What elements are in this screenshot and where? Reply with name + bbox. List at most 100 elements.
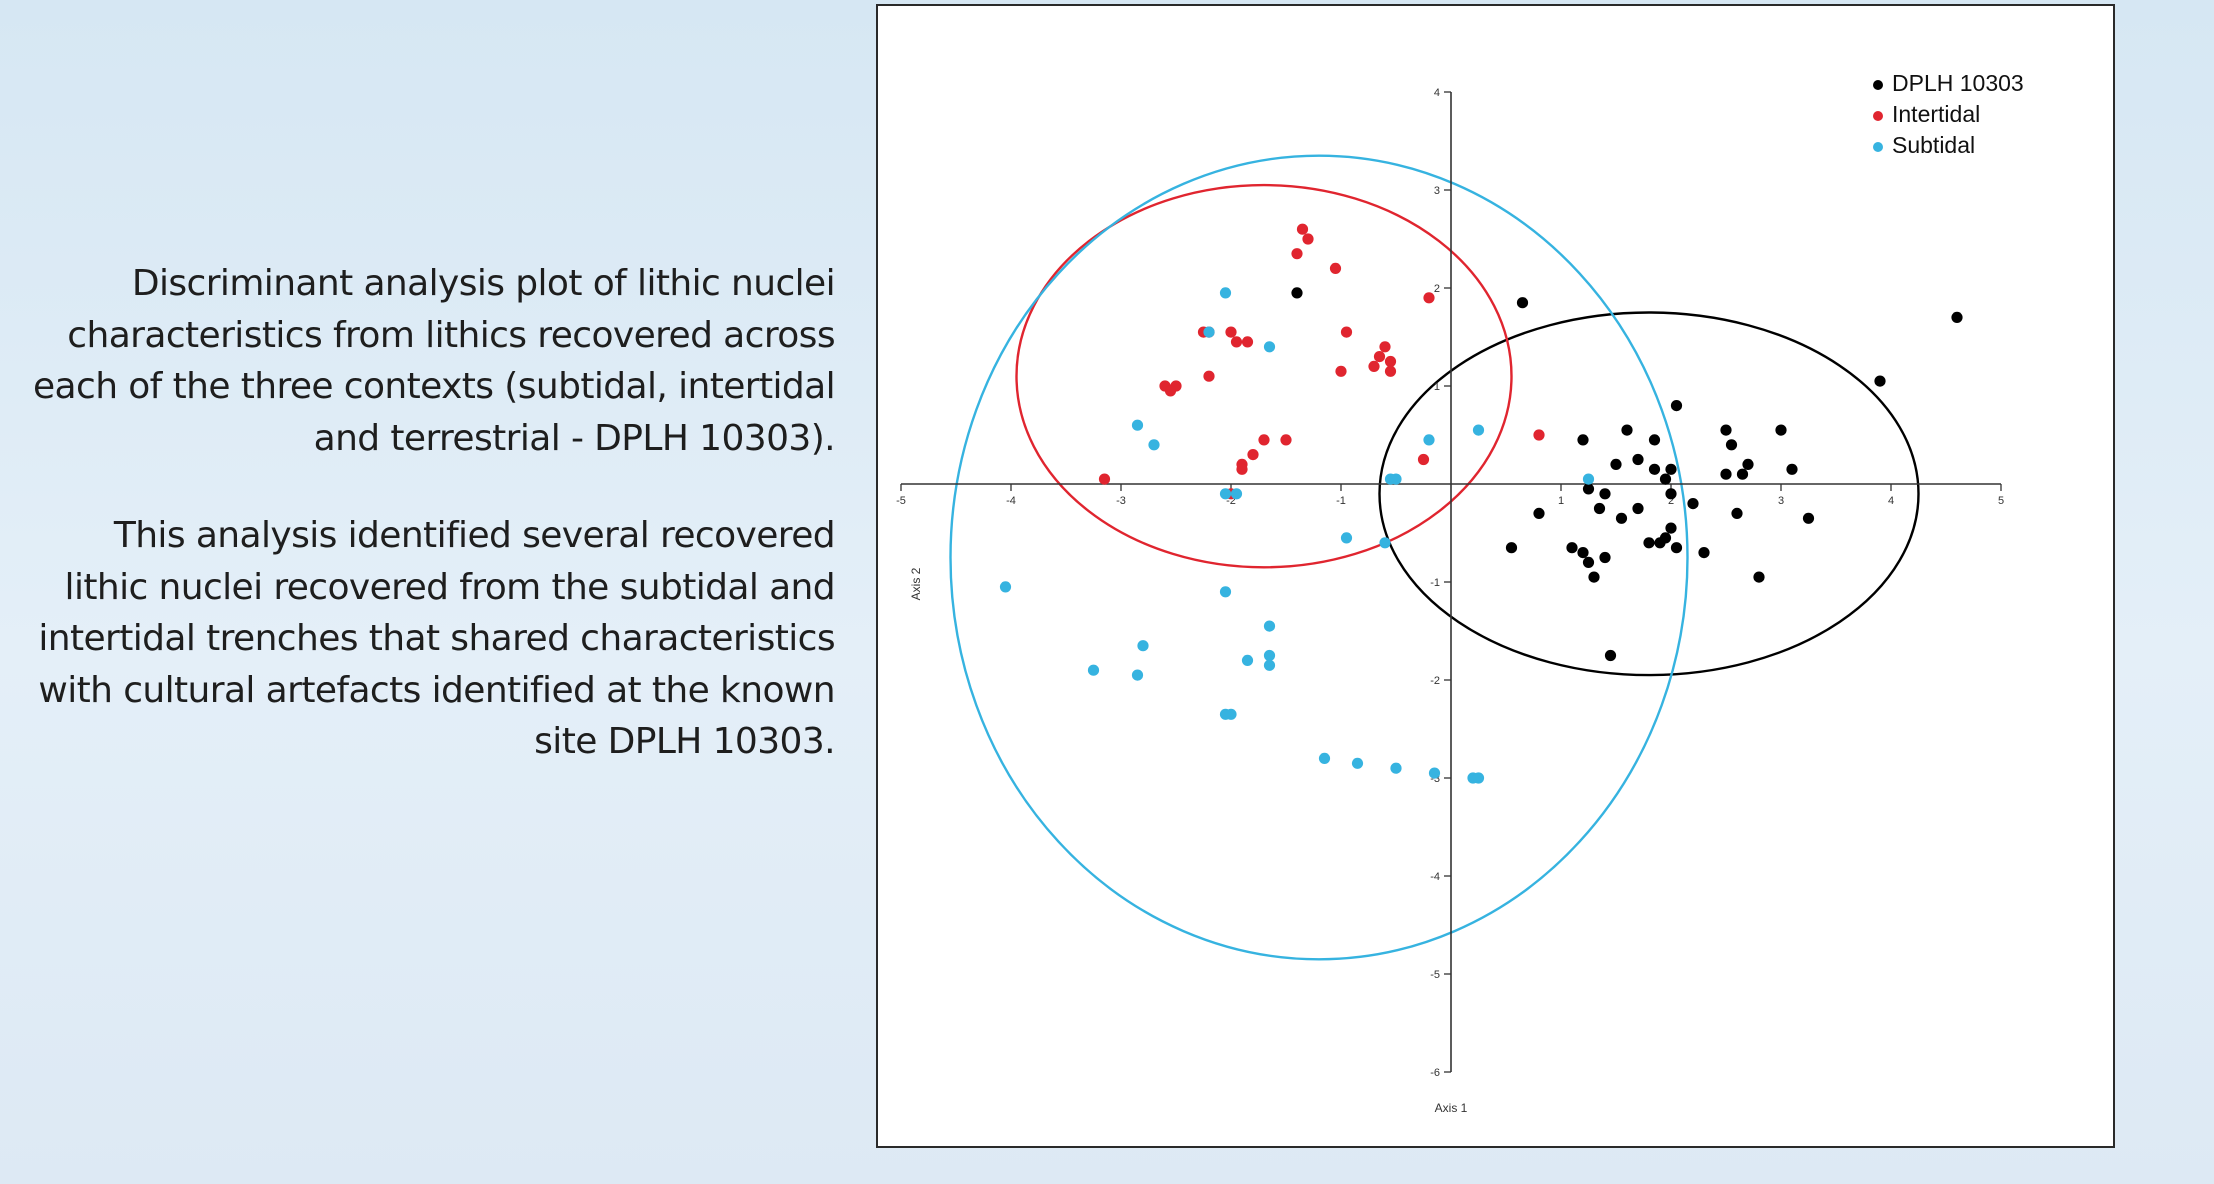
point-0-29 [1615, 512, 1628, 524]
y-tick-label: -6 [1430, 1067, 1440, 1079]
point-2-6 [1423, 434, 1435, 446]
caption-paragraph-2: This analysis identified several recover… [38, 515, 835, 762]
point-2-8 [1390, 473, 1402, 485]
point-1-14 [1368, 360, 1380, 372]
point-2-9 [1219, 488, 1232, 500]
point-0-9 [1648, 434, 1661, 446]
point-0-14 [1786, 463, 1798, 475]
point-2-27 [1390, 762, 1402, 774]
y-tick-label: -2 [1430, 675, 1440, 687]
point-2-16 [1263, 620, 1276, 632]
y-tick-label: 4 [1434, 87, 1440, 99]
point-0-2 [1951, 311, 1963, 323]
x-tick-label: -1 [1336, 495, 1346, 507]
point-2-21 [1087, 664, 1100, 676]
point-1-22 [1280, 434, 1292, 446]
legend-label-2: Subtidal [1892, 132, 1975, 158]
data-points [999, 223, 1963, 784]
x-tick-label: -5 [896, 495, 906, 507]
point-2-14 [999, 581, 1012, 593]
point-2-25 [1318, 752, 1331, 765]
point-0-21 [1599, 488, 1611, 500]
point-2-26 [1351, 757, 1364, 769]
x-tick-label: 4 [1888, 495, 1894, 507]
x-tick-label: -2 [1226, 495, 1236, 507]
point-0-1 [1516, 297, 1529, 309]
point-1-11 [1373, 351, 1386, 363]
point-2-15 [1219, 586, 1232, 598]
point-1-15 [1335, 365, 1347, 377]
y-tick-label: 2 [1434, 283, 1440, 295]
point-2-2 [1263, 341, 1276, 353]
x-tick-label: 2 [1668, 495, 1674, 507]
legend-label-1: Intertidal [1892, 101, 1980, 127]
point-2-10 [1230, 488, 1243, 500]
point-1-17 [1203, 370, 1215, 382]
point-0-13 [1742, 458, 1754, 470]
scatter-plot: -5 -4 -3 -2 -1 1 2 3 4 5 -6 -5 -4 -3 -2 -1 1 2 3 4 Axis 1 Axi… [896, 70, 2024, 1115]
point-0-37 [1577, 547, 1589, 559]
point-0-8 [1577, 434, 1589, 446]
point-0-32 [1643, 537, 1655, 549]
point-0-42 [1753, 571, 1765, 583]
chart-panel: -5 -4 -3 -2 -1 1 2 3 4 5 -6 -5 -4 -3 -2 -1 1 2 3 4 Axis 1 Axi… [876, 4, 2115, 1148]
x-axis-title: Axis 1 [1435, 1101, 1468, 1115]
point-0-34 [1505, 542, 1518, 554]
y-tick-label: 3 [1434, 185, 1440, 197]
x-tick-label: 5 [1998, 495, 2004, 507]
legend-marker-1 [1873, 111, 1883, 121]
point-2-3 [1131, 419, 1144, 431]
point-1-12 [1230, 336, 1243, 348]
point-0-41 [1588, 571, 1600, 583]
point-2-20 [1263, 659, 1276, 671]
point-0-28 [1802, 512, 1815, 524]
point-2-0 [1219, 287, 1232, 299]
point-1-2 [1291, 248, 1303, 260]
point-2-11 [1582, 473, 1595, 485]
point-1-4 [1423, 292, 1435, 304]
point-0-25 [1632, 502, 1644, 515]
point-0-24 [1593, 502, 1606, 515]
point-0-3 [1874, 375, 1886, 387]
point-2-19 [1241, 654, 1254, 667]
point-0-43 [1604, 649, 1617, 662]
point-1-9 [1241, 336, 1254, 348]
point-0-18 [1736, 468, 1749, 480]
point-0-5 [1621, 424, 1633, 436]
point-2-18 [1263, 649, 1276, 662]
point-1-0 [1296, 223, 1309, 235]
ellipse-1 [1015, 183, 1513, 569]
point-0-11 [1632, 453, 1644, 466]
point-2-4 [1148, 439, 1160, 451]
point-1-1 [1302, 233, 1314, 245]
point-0-30 [1665, 522, 1677, 534]
legend: DPLH 10303 Intertidal Subtidal [1873, 70, 2024, 158]
point-1-27 [1236, 463, 1248, 475]
point-2-22 [1131, 669, 1144, 681]
y-axis-title: Axis 2 [909, 567, 923, 600]
point-1-13 [1384, 355, 1397, 368]
point-2-24 [1225, 708, 1237, 720]
point-1-21 [1258, 434, 1270, 446]
point-2-28 [1428, 767, 1441, 779]
point-1-8 [1340, 326, 1353, 338]
point-2-13 [1379, 537, 1391, 549]
point-0-26 [1533, 507, 1545, 519]
point-0-4 [1670, 400, 1683, 412]
y-tick-label: 1 [1434, 381, 1440, 393]
point-0-33 [1654, 537, 1666, 549]
point-0-0 [1291, 287, 1303, 299]
point-1-10 [1379, 341, 1391, 353]
point-1-24 [1533, 429, 1545, 441]
legend-marker-2 [1873, 142, 1883, 152]
point-0-38 [1698, 547, 1710, 559]
point-0-27 [1731, 507, 1743, 519]
legend-label-0: DPLH 10303 [1892, 70, 2024, 96]
point-0-23 [1687, 498, 1699, 510]
point-1-25 [1417, 453, 1430, 466]
point-0-16 [1665, 463, 1677, 475]
point-0-15 [1648, 463, 1661, 475]
x-tick-label: -4 [1006, 495, 1016, 507]
point-2-5 [1472, 424, 1485, 436]
point-0-10 [1725, 439, 1738, 451]
